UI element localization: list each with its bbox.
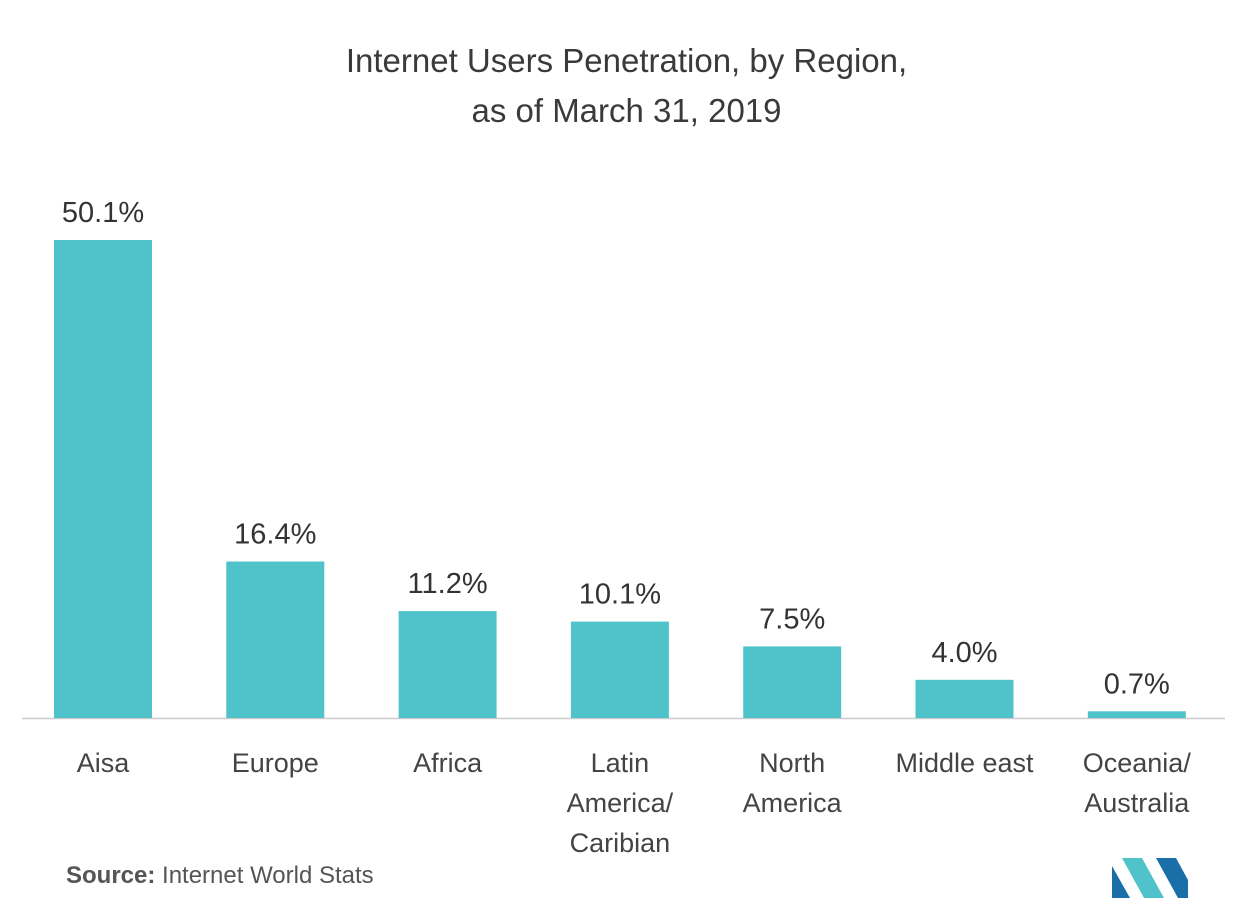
x-tick-label: Africa <box>413 748 483 778</box>
x-tick-label-line: Caribian <box>570 828 671 858</box>
x-tick-label: Europe <box>232 748 319 778</box>
x-tick-label-line: Latin <box>591 748 650 778</box>
x-tick-label: Middle east <box>895 748 1034 778</box>
x-tick-label-line: North <box>759 748 825 778</box>
data-label: 4.0% <box>931 637 997 669</box>
x-tick-label-line: Middle east <box>895 748 1034 778</box>
x-tick-label: Oceania/Australia <box>1083 748 1192 818</box>
x-tick-label-line: Oceania/ <box>1083 748 1192 778</box>
data-label: 10.1% <box>579 579 661 611</box>
x-tick-label-line: Europe <box>232 748 319 778</box>
bar <box>915 679 1014 718</box>
x-tick-label-line: America/ <box>567 788 674 818</box>
chart-title: Internet Users Penetration, by Region, <box>345 42 908 79</box>
x-tick-label: Aisa <box>77 748 131 778</box>
x-tick-label-line: America <box>743 788 843 818</box>
data-label: 7.5% <box>759 603 825 635</box>
data-label: 16.4% <box>234 519 316 551</box>
bar <box>54 240 152 718</box>
bar <box>398 611 497 718</box>
data-label: 11.2% <box>408 568 488 600</box>
data-label: 50.1% <box>62 197 144 229</box>
data-label: 0.7% <box>1104 668 1170 700</box>
logo-shape-mid <box>1122 858 1164 898</box>
x-tick-label-line: Africa <box>413 748 483 778</box>
company-logo <box>1112 858 1188 898</box>
bar <box>570 621 669 718</box>
x-tick-label: Latin America/Caribian <box>567 748 674 858</box>
x-tick-label: North America <box>743 748 843 818</box>
bar <box>1087 711 1186 718</box>
x-tick-label-line: Aisa <box>77 748 131 778</box>
source-note: Source: Internet World Stats <box>66 862 374 890</box>
x-tick-label-line: Australia <box>1084 788 1190 818</box>
logo-shape-right <box>1156 858 1188 898</box>
logo-shape-left <box>1112 866 1130 898</box>
source-text: Internet World Stats <box>155 862 374 889</box>
bar <box>226 561 325 718</box>
chart-subtitle: as of March 31, 2019 <box>471 92 782 129</box>
source-label: Source: <box>66 862 156 889</box>
bar <box>743 646 842 718</box>
